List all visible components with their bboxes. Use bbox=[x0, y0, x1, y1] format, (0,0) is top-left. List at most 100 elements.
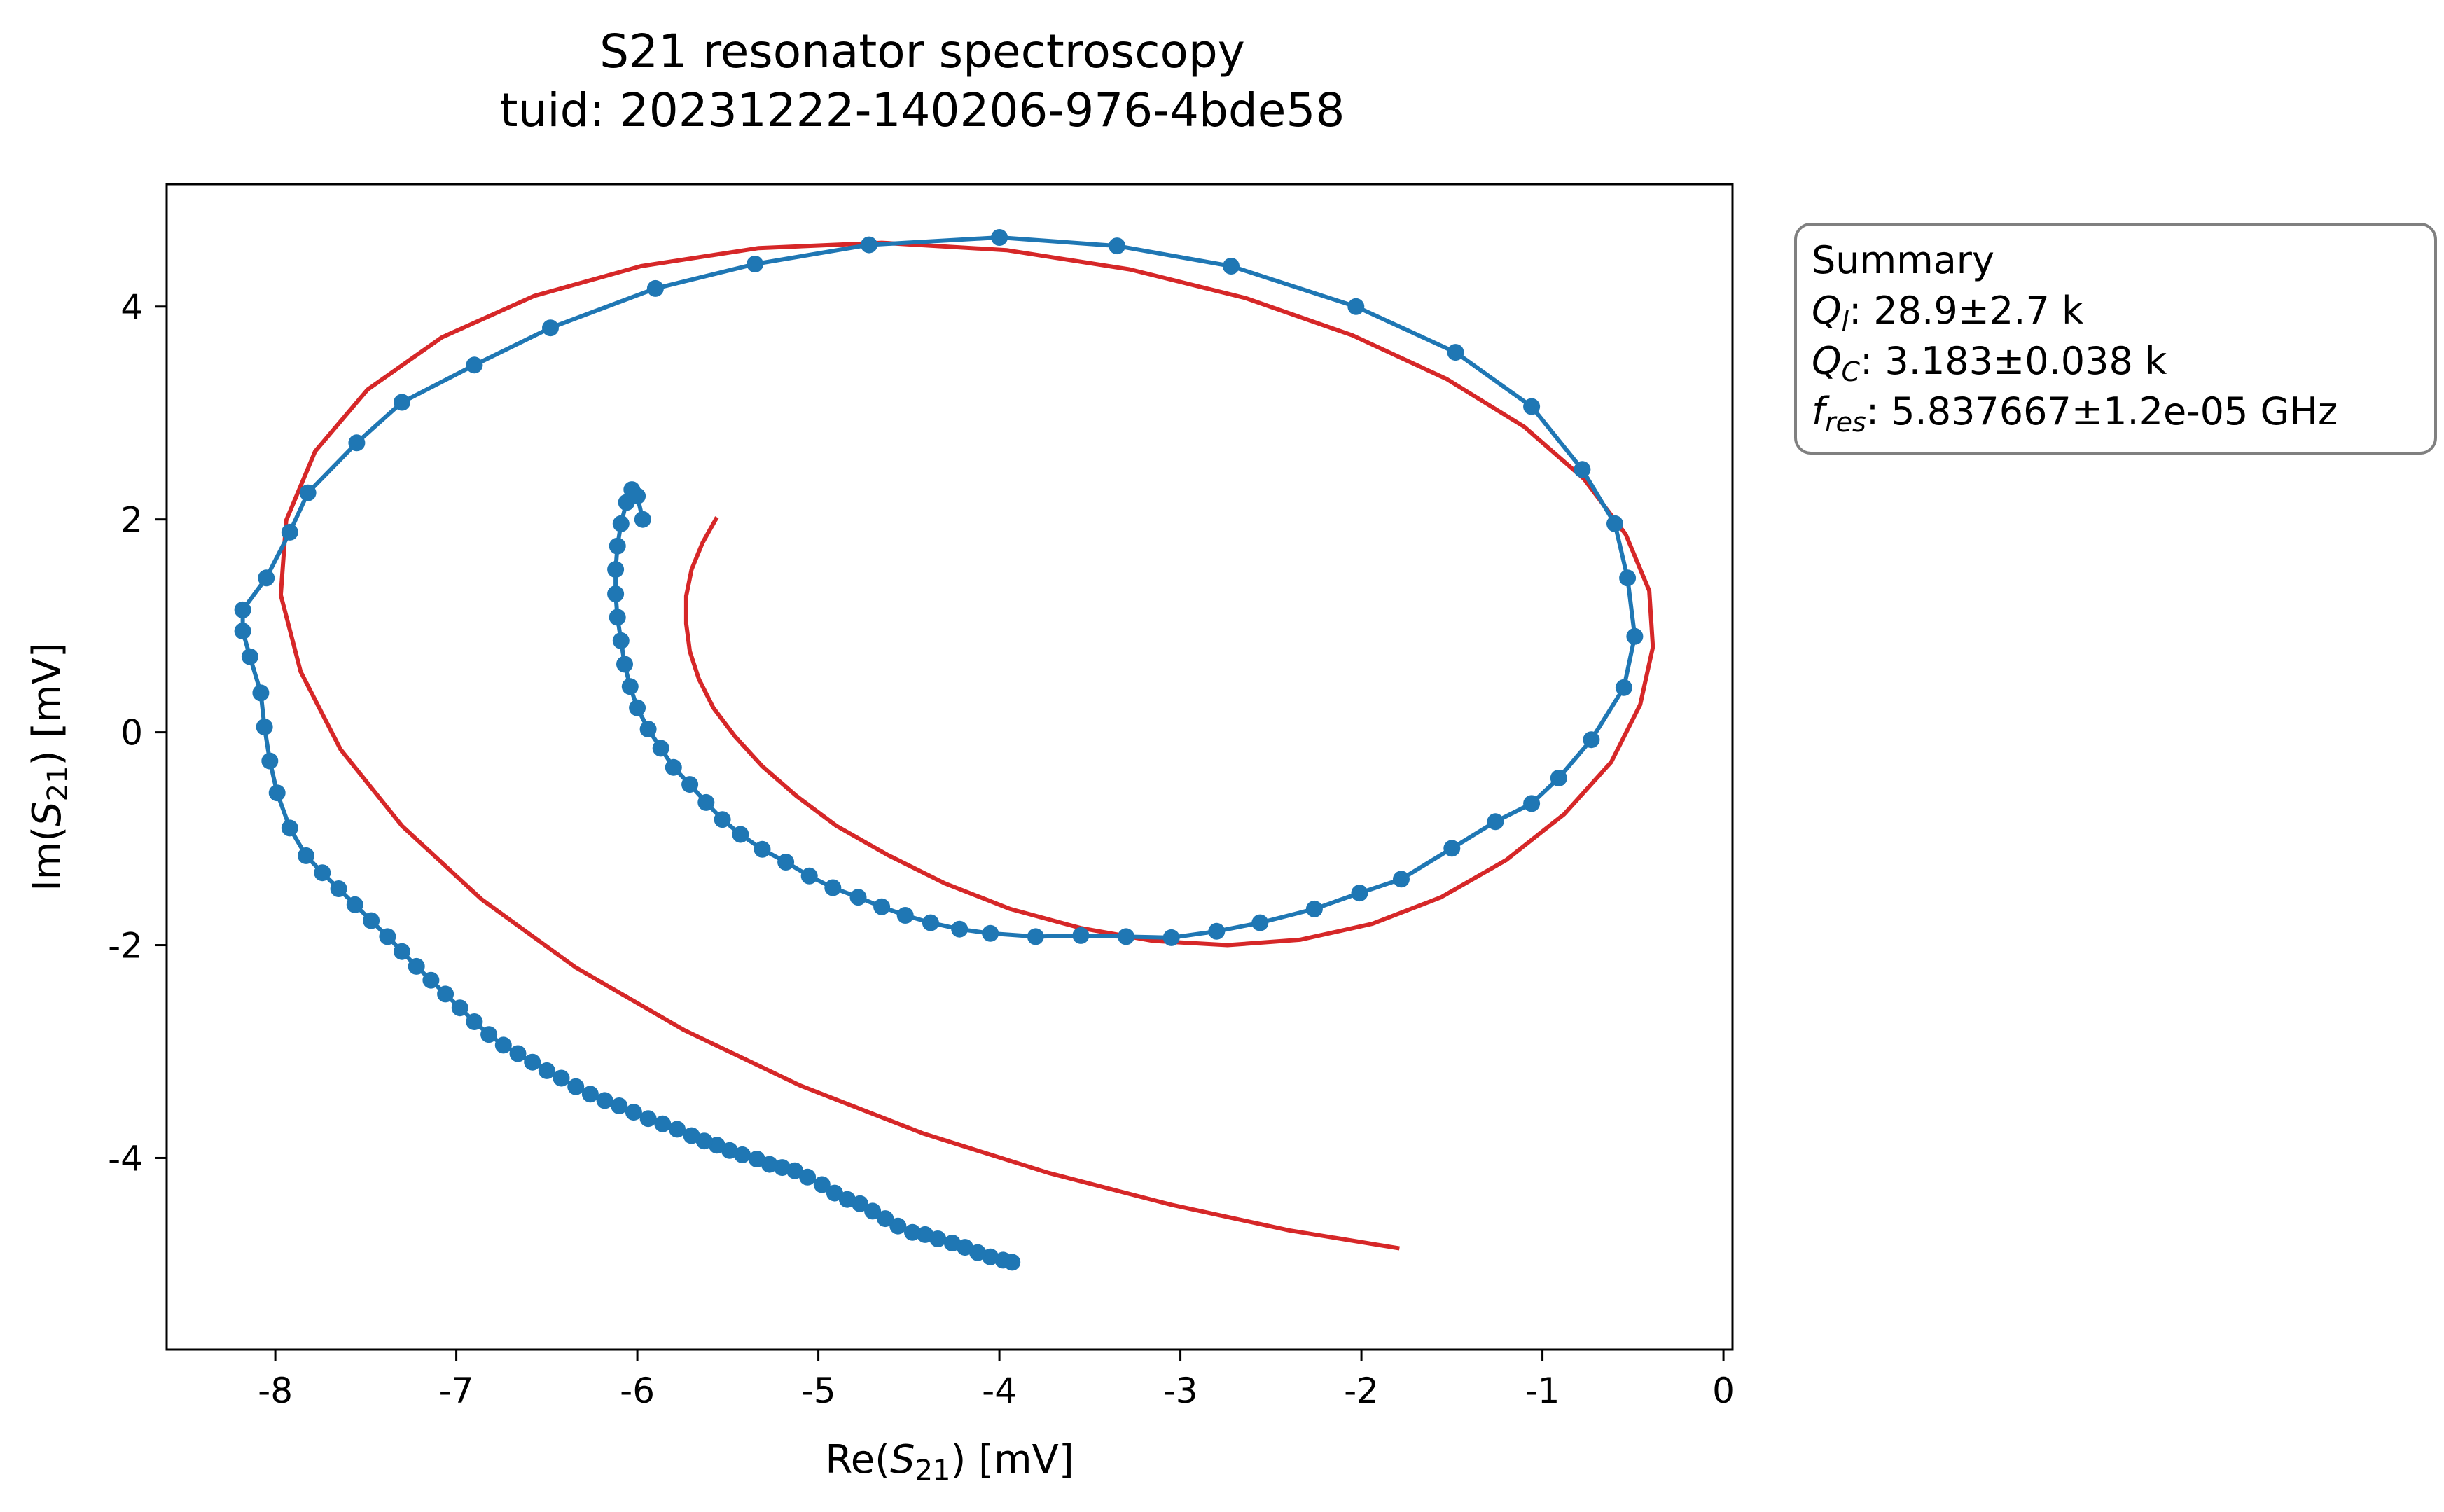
data-point bbox=[422, 971, 440, 989]
data-point bbox=[896, 907, 914, 924]
data-point bbox=[466, 356, 483, 374]
data-point bbox=[1208, 922, 1226, 940]
data-point bbox=[824, 879, 842, 896]
y-tick-label: 2 bbox=[120, 500, 143, 541]
data-point bbox=[1072, 927, 1090, 944]
data-point bbox=[873, 898, 891, 915]
data-point bbox=[799, 1168, 817, 1186]
x-tick-label: 0 bbox=[1712, 1371, 1735, 1411]
data-point bbox=[466, 1013, 483, 1030]
y-tick-label: -4 bbox=[108, 1138, 143, 1179]
data-point bbox=[1393, 871, 1410, 888]
data-series-layer bbox=[234, 229, 1644, 1271]
x-tick-label: -2 bbox=[1344, 1371, 1379, 1411]
chart-subtitle: tuid: 20231222-140206-976-4bde58 bbox=[500, 83, 1345, 137]
x-tick-label: -6 bbox=[620, 1371, 655, 1411]
data-point bbox=[256, 719, 273, 735]
summary-heading: Summary bbox=[1812, 238, 1994, 282]
data-point bbox=[629, 487, 646, 505]
data-point bbox=[625, 1104, 642, 1121]
data-point bbox=[553, 1069, 570, 1087]
data-point bbox=[634, 511, 651, 528]
data-point bbox=[982, 924, 999, 942]
data-point bbox=[629, 699, 646, 716]
data-point bbox=[800, 867, 818, 885]
data-point bbox=[861, 236, 877, 254]
data-point bbox=[721, 1142, 738, 1159]
x-tick-label: -8 bbox=[258, 1371, 293, 1411]
data-point bbox=[991, 229, 1008, 246]
data-point bbox=[621, 678, 639, 695]
data-point bbox=[982, 1248, 999, 1265]
axes-frame bbox=[165, 183, 1734, 1351]
data-point bbox=[330, 880, 347, 897]
data-point bbox=[1615, 679, 1632, 696]
chart-title: S21 resonator spectroscopy bbox=[599, 25, 1245, 78]
summary-qc: QC: 3.183±0.038 k bbox=[1812, 339, 2167, 387]
data-point bbox=[612, 632, 630, 649]
data-point bbox=[538, 1062, 555, 1079]
plot-area bbox=[165, 183, 1734, 1351]
data-point bbox=[957, 1239, 973, 1256]
data-point bbox=[241, 648, 258, 665]
data-line bbox=[240, 235, 1637, 1265]
data-point bbox=[346, 896, 363, 913]
data-point bbox=[708, 1137, 725, 1154]
data-point bbox=[281, 819, 298, 837]
fit-curve bbox=[278, 240, 1655, 1251]
data-point bbox=[607, 561, 625, 578]
data-point bbox=[681, 776, 699, 793]
data-point bbox=[1305, 900, 1323, 917]
data-point bbox=[864, 1202, 882, 1220]
data-point bbox=[1347, 298, 1365, 315]
data-point bbox=[669, 1121, 686, 1138]
x-axis-ticks: -8 -7 -6 -5 -4 -3 -2 -1 0 bbox=[258, 1350, 1735, 1411]
data-point bbox=[697, 793, 715, 811]
data-point bbox=[777, 854, 795, 871]
data-point bbox=[596, 1092, 613, 1109]
data-point bbox=[754, 840, 771, 858]
data-point bbox=[994, 1251, 1012, 1269]
fit-curve-layer bbox=[278, 240, 1655, 1251]
data-point bbox=[1606, 515, 1623, 532]
data-point bbox=[258, 569, 275, 587]
data-point bbox=[732, 826, 749, 843]
data-point bbox=[1574, 461, 1591, 478]
data-point bbox=[838, 1191, 856, 1208]
data-point bbox=[494, 1036, 512, 1054]
data-point bbox=[1443, 840, 1461, 857]
summary-box: Summary Ql: 28.9±2.7 k QC: 3.183±0.038 k… bbox=[1794, 223, 2437, 455]
data-point bbox=[1550, 770, 1567, 786]
x-tick-label: -3 bbox=[1163, 1371, 1198, 1411]
data-point bbox=[943, 1235, 961, 1251]
data-point bbox=[268, 784, 286, 802]
data-point bbox=[922, 914, 939, 931]
data-point bbox=[609, 609, 626, 626]
data-point bbox=[877, 1210, 894, 1228]
data-point bbox=[917, 1226, 934, 1243]
data-point bbox=[761, 1156, 778, 1173]
data-point bbox=[889, 1217, 907, 1235]
x-tick-label: -5 bbox=[801, 1371, 836, 1411]
data-point bbox=[683, 1127, 700, 1144]
summary-fres: fres: 5.837667±1.2e-05 GHz bbox=[1812, 389, 2338, 438]
data-point bbox=[1447, 344, 1464, 361]
data-point bbox=[1162, 929, 1180, 946]
data-point bbox=[299, 484, 317, 501]
data-point bbox=[695, 1132, 713, 1150]
data-point bbox=[1351, 885, 1368, 902]
data-point bbox=[451, 999, 468, 1017]
data-point bbox=[616, 656, 633, 673]
summary-box-frame bbox=[1794, 223, 2437, 455]
data-point bbox=[652, 740, 669, 757]
data-point bbox=[786, 1162, 803, 1179]
data-point bbox=[665, 758, 682, 776]
data-point bbox=[654, 1115, 672, 1132]
data-point bbox=[1251, 914, 1269, 931]
data-point bbox=[969, 1244, 987, 1261]
y-axis-label: Im(S21) [mV] bbox=[25, 642, 74, 892]
data-point bbox=[234, 623, 251, 640]
data-point bbox=[437, 985, 454, 1003]
data-point bbox=[252, 684, 270, 702]
